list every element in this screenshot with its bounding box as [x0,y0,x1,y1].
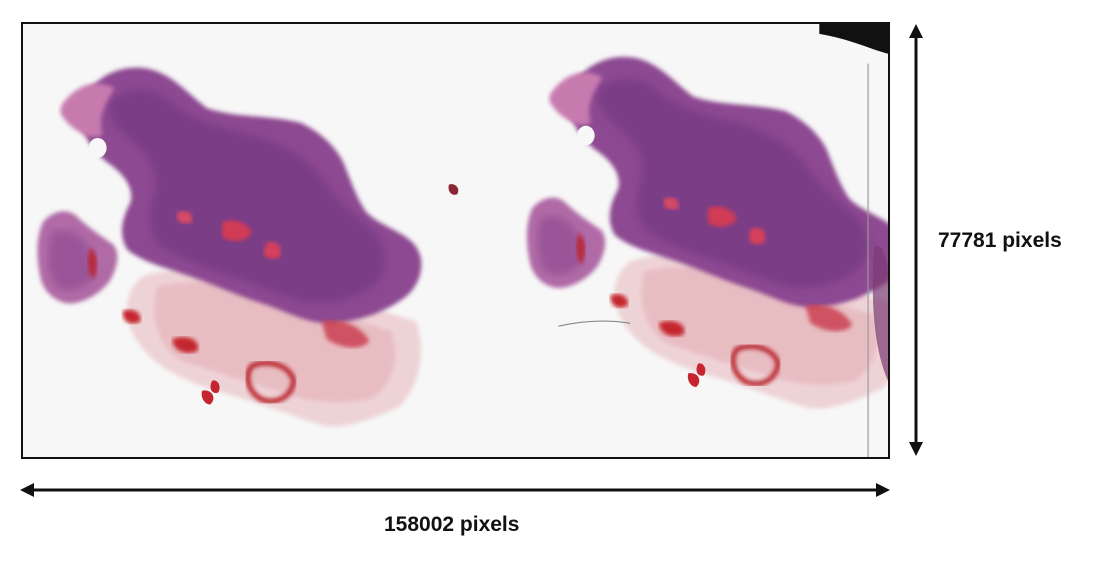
scanner-corner-artifact [819,24,888,54]
slide-edge-line [867,63,870,457]
edge-tissue-fragment [872,246,888,381]
tissue-sections-graphic [23,24,888,457]
tissue-section-right [527,57,888,409]
height-label: 77781 pixels [938,229,1062,252]
width-label: 158002 pixels [384,513,520,536]
slide-image [21,22,890,459]
height-arrow-icon [909,24,923,456]
width-arrow-icon [20,483,890,497]
debris-fragment [448,184,459,195]
fiber-artifact [558,320,631,327]
tissue-section-left [37,68,421,427]
